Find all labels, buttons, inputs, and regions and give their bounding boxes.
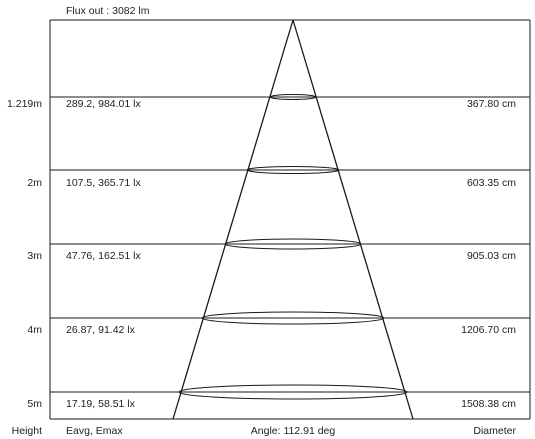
flux-out-label: Flux out : 3082 lm [66, 5, 150, 17]
diameter-label: 367.80 cm [467, 98, 516, 110]
beam-right-edge [292, 19, 414, 420]
level-row: 3m 47.76, 162.51 lx 905.03 cm [27, 238, 530, 262]
beam-angle-label: Angle: 112.91 deg [251, 425, 336, 437]
illuminance-label: 26.87, 91.42 lx [66, 324, 136, 336]
height-label: 5m [27, 398, 42, 410]
beam-ellipse [201, 311, 385, 325]
diameter-label: 1508.38 cm [461, 398, 516, 410]
level-row: 1.219m 289.2, 984.01 lx 367.80 cm [7, 94, 530, 110]
height-label: 4m [27, 324, 42, 336]
diameter-label: 603.35 cm [467, 177, 516, 189]
height-column-label: Height [12, 425, 42, 437]
illuminance-label: 47.76, 162.51 lx [66, 250, 141, 262]
illuminance-label: 107.5, 365.71 lx [66, 177, 141, 189]
level-row: 2m 107.5, 365.71 lx 603.35 cm [27, 166, 530, 189]
illuminance-label: 17.19, 58.51 lx [66, 398, 136, 410]
diameter-column-label: Diameter [473, 425, 516, 437]
diameter-label: 1206.70 cm [461, 324, 516, 336]
illuminance-column-label: Eavg, Emax [66, 425, 123, 437]
level-row: 5m 17.19, 58.51 lx 1508.38 cm [27, 384, 530, 410]
beam-ellipse [224, 238, 362, 250]
height-label: 3m [27, 250, 42, 262]
diameter-label: 905.03 cm [467, 250, 516, 262]
beam-ellipse [269, 94, 317, 100]
illuminance-label: 289.2, 984.01 lx [66, 98, 141, 110]
beam-ellipse [246, 166, 340, 174]
beam-left-edge [172, 19, 294, 420]
height-label: 1.219m [7, 98, 42, 110]
beam-ellipse [178, 384, 408, 400]
height-label: 2m [27, 177, 42, 189]
level-row: 4m 26.87, 91.42 lx 1206.70 cm [27, 311, 530, 336]
